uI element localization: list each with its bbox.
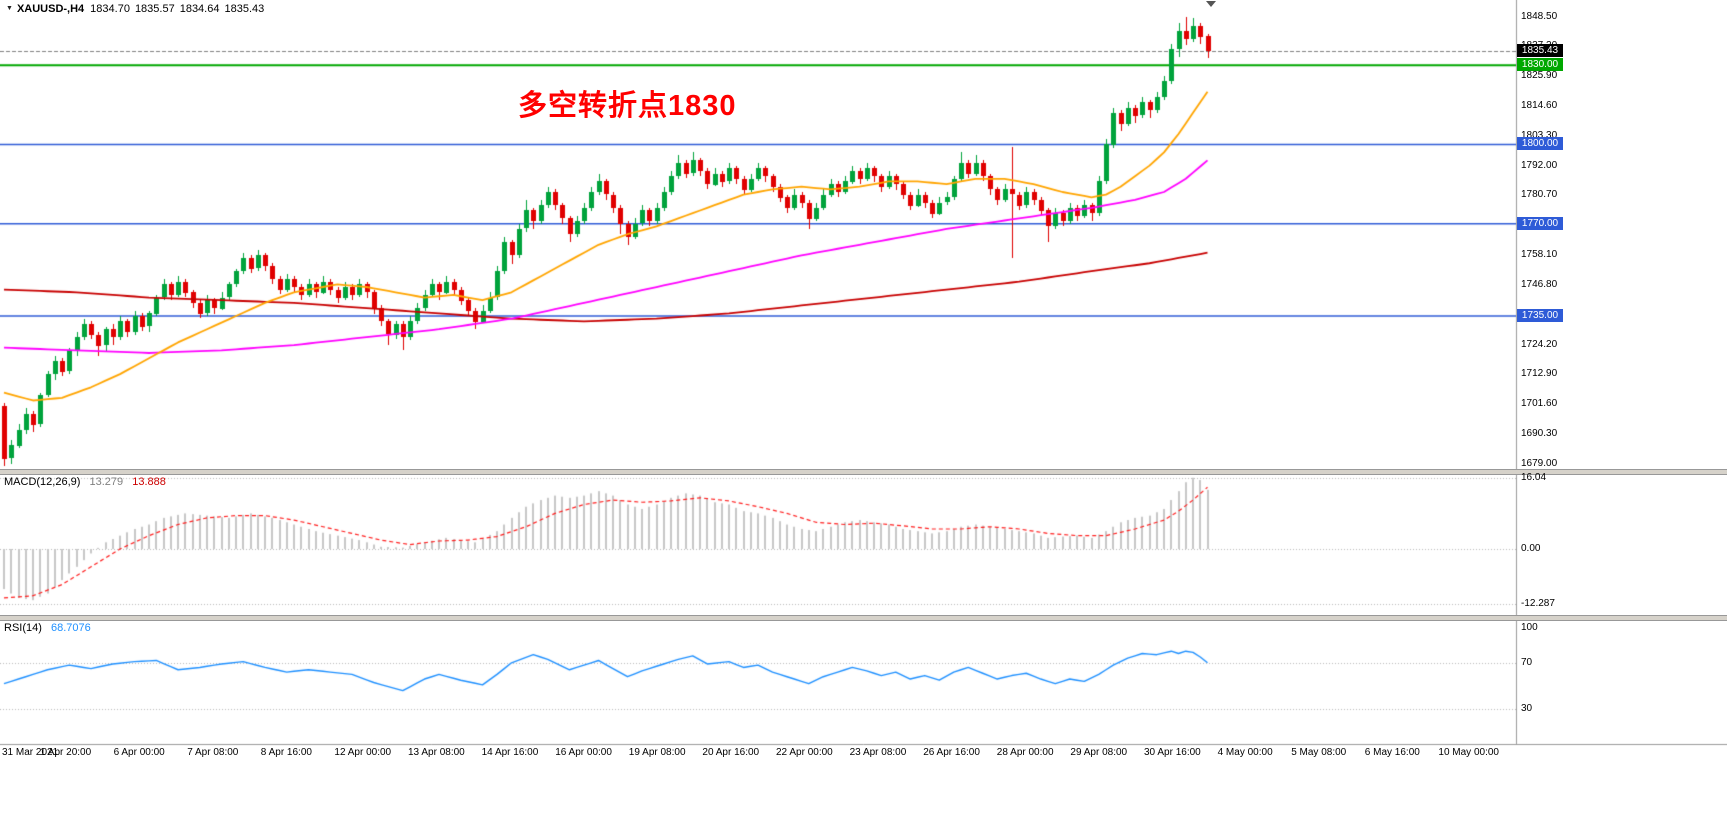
time-label: 30 Apr 16:00 xyxy=(1144,747,1201,758)
price-tick: 1679.00 xyxy=(1521,458,1558,469)
macd-label: MACD(12,26,9) 13.279 13.888 xyxy=(4,476,172,488)
price-badge-1800.00[interactable]: 1800.00 xyxy=(1517,137,1563,150)
price-tick: 1701.60 xyxy=(1521,398,1558,409)
rsi-label: RSI(14) 68.7076 xyxy=(4,622,97,634)
ohlc-close: 1835.43 xyxy=(224,3,265,15)
price-badge-1770.00[interactable]: 1770.00 xyxy=(1517,217,1563,230)
price-tick: 1848.50 xyxy=(1521,11,1558,22)
panel-separator-main-macd[interactable] xyxy=(0,469,1727,475)
dropdown-marker-icon: ▼ xyxy=(6,5,13,12)
time-label: 28 Apr 00:00 xyxy=(996,747,1054,758)
price-badge-1830.00[interactable]: 1830.00 xyxy=(1517,58,1563,71)
macd-tick: -12.287 xyxy=(1521,598,1555,609)
price-tick: 1792.00 xyxy=(1521,160,1558,171)
rsi-tick: 100 xyxy=(1521,622,1538,633)
price-badge-current: 1835.43 xyxy=(1517,44,1563,57)
time-label: 31 Mar 2021 xyxy=(2,747,59,758)
symbol-period-label: XAUUSD-,H4 xyxy=(16,3,85,15)
chart-header: ▼ XAUUSD-,H4 1834.70 1835.57 1834.64 1835.43 xyxy=(6,3,269,15)
time-label: 8 Apr 16:00 xyxy=(260,747,312,758)
price-tick: 1724.20 xyxy=(1521,339,1558,350)
panel-separator-macd-rsi[interactable] xyxy=(0,615,1727,621)
macd-tick: 0.00 xyxy=(1521,543,1541,554)
time-label: 13 Apr 08:00 xyxy=(408,747,465,758)
price-tick: 1803.30 xyxy=(1521,130,1558,141)
rsi-title: RSI(14) xyxy=(4,622,42,634)
time-label: 19 Apr 08:00 xyxy=(628,747,686,758)
price-tick: 1825.90 xyxy=(1521,70,1558,81)
time-label: 20 Apr 16:00 xyxy=(702,747,760,758)
time-label: 4 May 00:00 xyxy=(1217,747,1273,758)
time-label: 16 Apr 00:00 xyxy=(555,747,612,758)
price-badge-1735.00[interactable]: 1735.00 xyxy=(1517,309,1563,322)
time-label: 14 Apr 16:00 xyxy=(481,747,539,758)
rsi-value: 68.7076 xyxy=(50,622,91,634)
price-tick: 1780.70 xyxy=(1521,189,1558,200)
price-tick: 1690.30 xyxy=(1521,428,1558,439)
macd-title: MACD(12,26,9) xyxy=(4,476,81,488)
rsi-tick: 70 xyxy=(1521,657,1533,668)
ohlc-high: 1835.57 xyxy=(134,3,175,15)
time-label: 29 Apr 08:00 xyxy=(1070,747,1128,758)
price-tick: 1758.10 xyxy=(1521,249,1558,260)
time-label: 7 Apr 08:00 xyxy=(187,747,239,758)
macd-signal-value: 13.888 xyxy=(132,476,166,488)
time-label: 5 May 08:00 xyxy=(1291,747,1347,758)
ohlc-open: 1834.70 xyxy=(90,3,130,15)
time-label: 22 Apr 00:00 xyxy=(776,747,833,758)
trend-annotation[interactable]: 多空转折点1830 xyxy=(518,90,737,122)
time-label: 26 Apr 16:00 xyxy=(923,747,980,758)
chart-shift-marker[interactable] xyxy=(1206,1,1216,7)
rsi-tick: 30 xyxy=(1521,703,1533,714)
time-label: 23 Apr 08:00 xyxy=(849,747,907,758)
macd-main-value: 13.279 xyxy=(89,476,124,488)
macd-tick: 16.04 xyxy=(1521,472,1547,483)
time-label: 12 Apr 00:00 xyxy=(334,747,392,758)
time-label: 1 Apr 20:00 xyxy=(40,747,92,758)
time-label: 6 Apr 00:00 xyxy=(113,747,165,758)
time-label: 6 May 16:00 xyxy=(1364,747,1420,758)
price-tick: 1746.80 xyxy=(1521,279,1558,290)
price-tick: 1814.60 xyxy=(1521,100,1558,111)
ohlc-low: 1834.64 xyxy=(179,3,220,15)
price-tick: 1712.90 xyxy=(1521,368,1558,379)
time-label: 10 May 00:00 xyxy=(1438,747,1499,758)
